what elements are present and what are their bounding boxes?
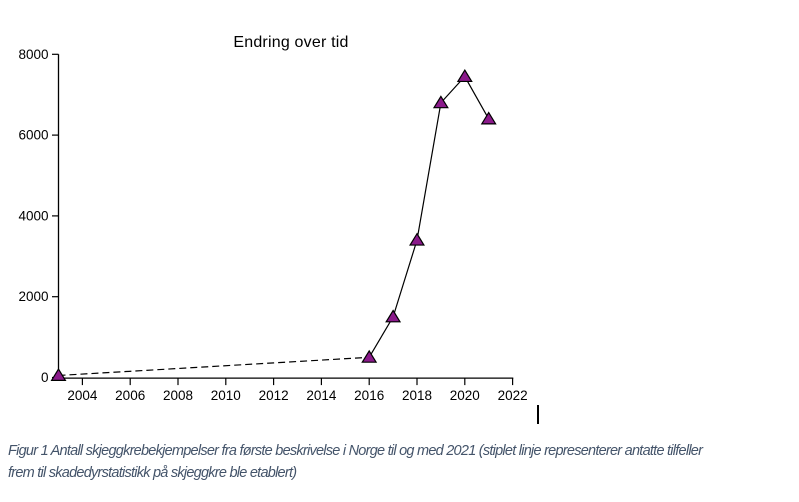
text-cursor <box>537 405 539 424</box>
y-tick-label: 2000 <box>18 289 48 304</box>
x-tick-label: 2004 <box>67 388 98 403</box>
y-tick-label: 6000 <box>18 128 48 143</box>
x-tick-label: 2012 <box>259 388 289 403</box>
solid-series-line <box>368 75 490 358</box>
y-tick-label: 0 <box>41 370 49 385</box>
x-tick-label: 2018 <box>402 388 432 403</box>
x-tick-label: 2010 <box>211 388 241 403</box>
data-point-marker <box>480 111 497 125</box>
line-chart: 0 2000 4000 6000 8000 2004 2006 2008 2010 2012 201… <box>18 47 528 403</box>
figure-caption-line1: Figur 1 Antall skjeggkrebekjempelser fra… <box>8 443 703 459</box>
x-tick-label: 2022 <box>498 388 528 403</box>
chart-title: Endring over tid <box>233 34 349 51</box>
x-tick-label: 2020 <box>450 388 480 403</box>
x-tick-label: 2014 <box>306 388 337 403</box>
data-point-marker <box>50 367 67 381</box>
figure-caption-line2: frem til skadedyrstatistikk på skjeggkre… <box>8 465 297 481</box>
data-point-marker <box>385 309 402 323</box>
x-tick-label: 2006 <box>115 388 145 403</box>
data-point-marker <box>456 68 473 83</box>
x-tick-label: 2016 <box>354 388 384 403</box>
data-point-marker <box>432 95 449 109</box>
figure-caption: Figur 1 Antall skjeggkrebekjempelser fra… <box>8 440 799 484</box>
y-tick-label: 8000 <box>18 47 48 62</box>
x-tick-label: 2008 <box>163 388 193 403</box>
data-point-marker <box>409 232 425 246</box>
dashed-series-line <box>58 356 370 377</box>
data-point-marker <box>361 349 378 363</box>
chart-figure: 0 2000 4000 6000 8000 2004 2006 2008 2010 2012 201… <box>18 34 528 403</box>
y-tick-label: 4000 <box>18 208 48 223</box>
